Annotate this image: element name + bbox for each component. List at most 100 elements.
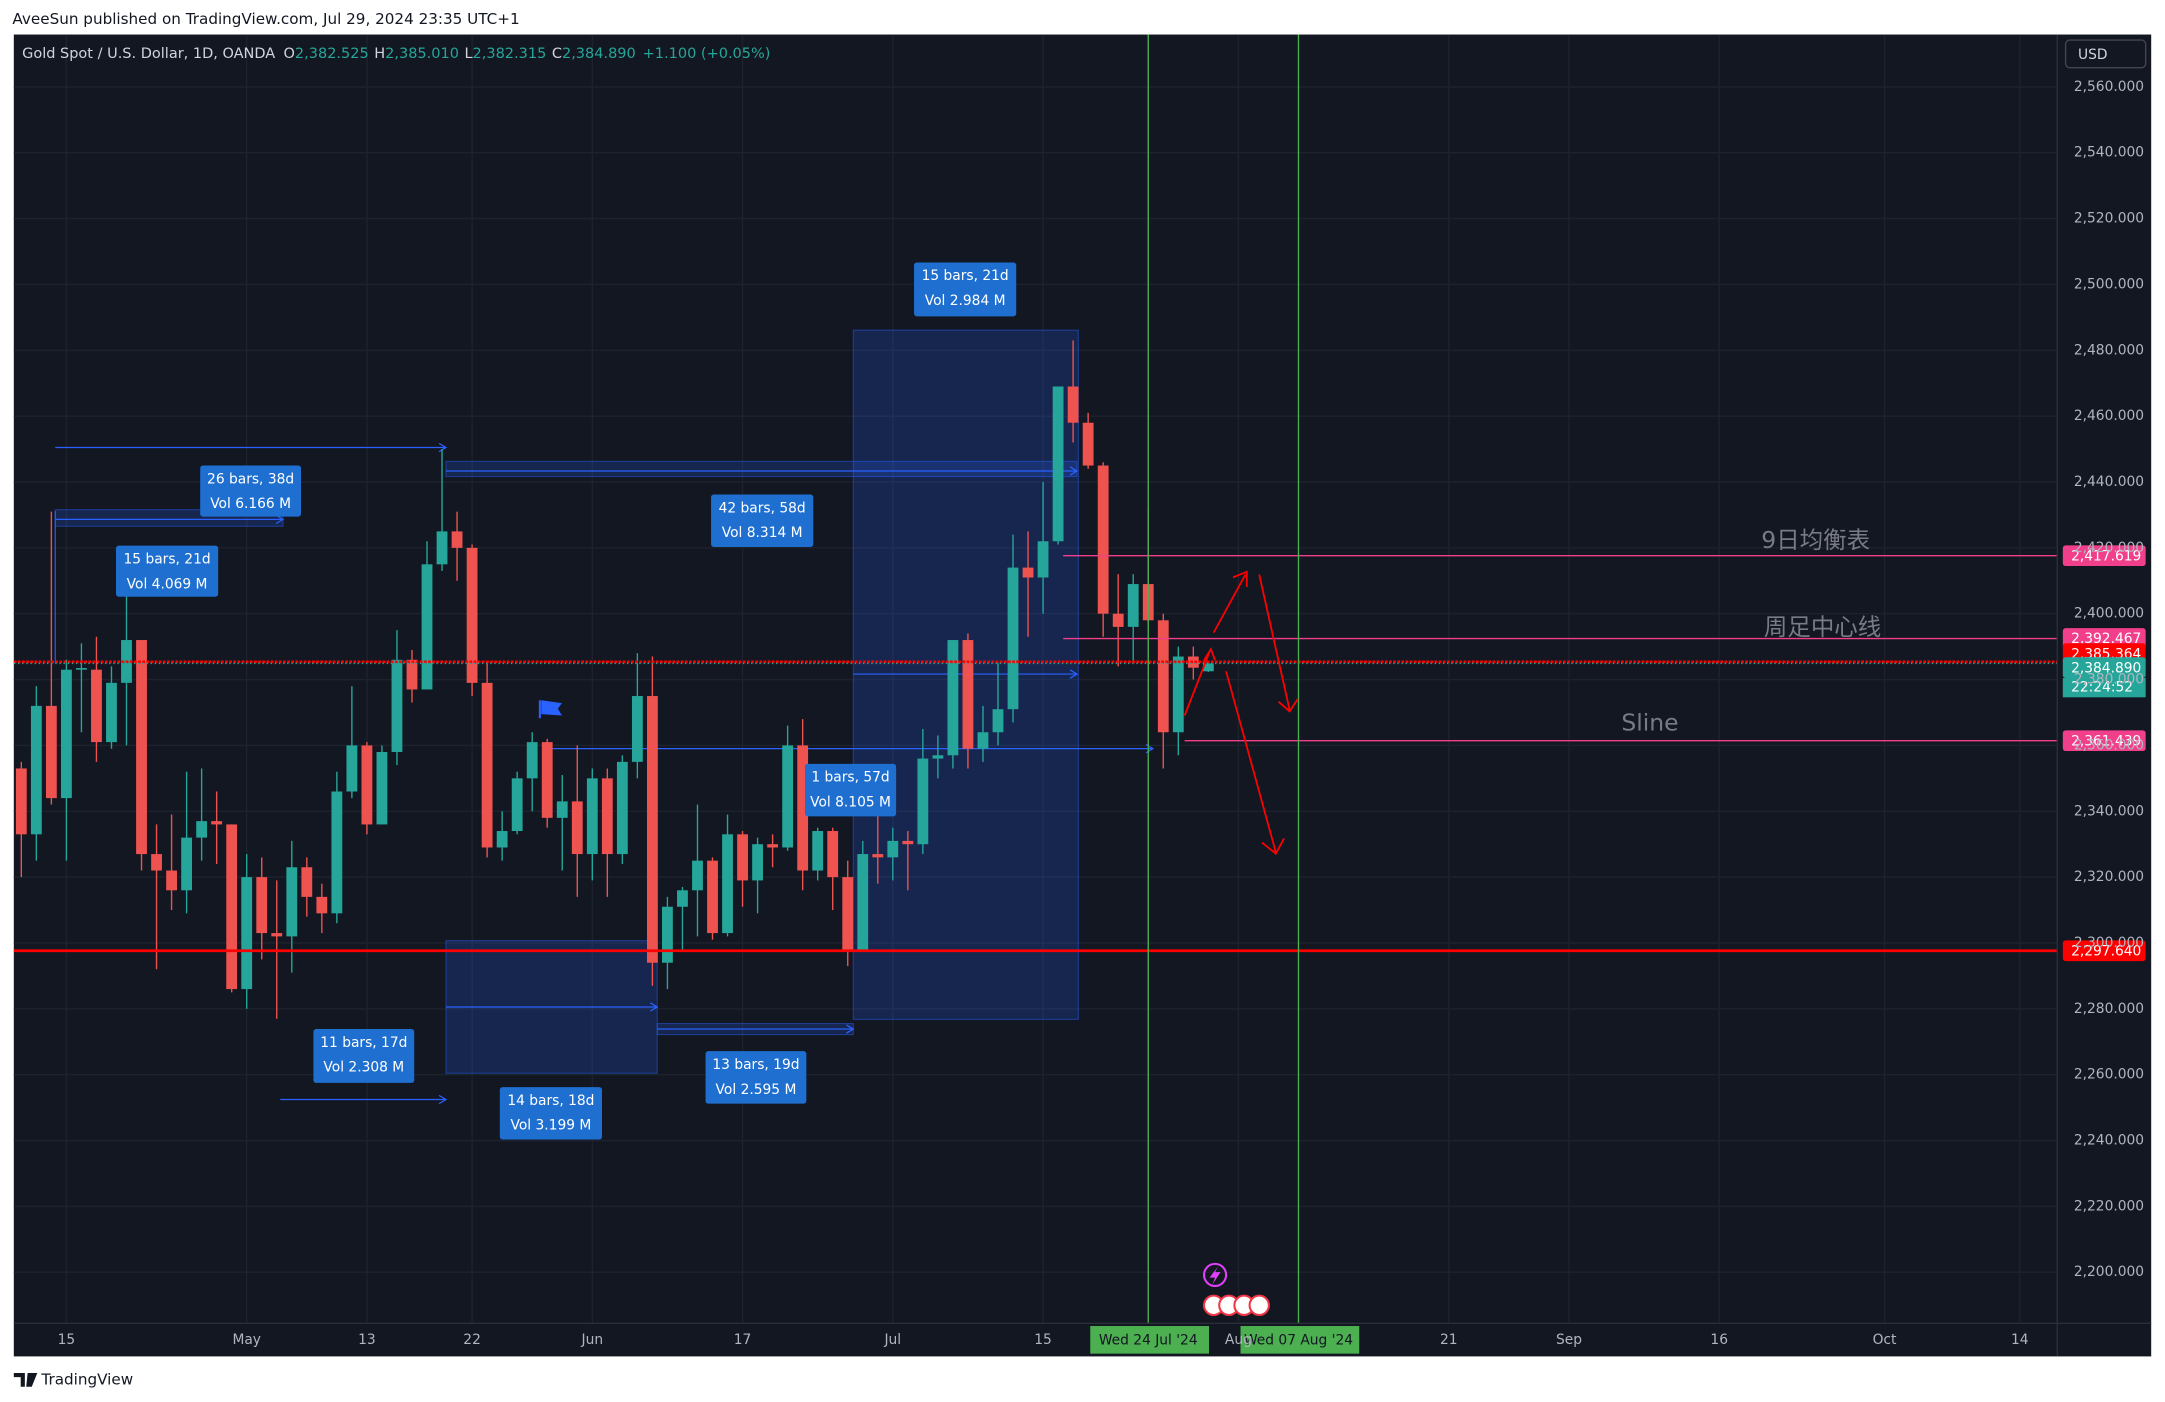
price-tag (2062, 657, 2146, 678)
x-tick-label: 15 (58, 1332, 76, 1348)
y-tick-label: 2,380.000 (2074, 672, 2144, 688)
y-tick-label: 2,240.000 (2074, 1133, 2144, 1149)
range-label: 42 bars, 58d (719, 500, 806, 516)
candle-body (556, 801, 568, 818)
range-label-box (804, 763, 897, 817)
candle-body (1172, 656, 1184, 733)
candle-body (962, 640, 974, 749)
candle-body (872, 854, 884, 858)
x-tick-label: Oct (1873, 1332, 1897, 1348)
range-label-box (115, 545, 219, 597)
price-tag (2062, 940, 2146, 962)
countdown: 22:24:52 (2071, 680, 2133, 696)
candle-body (151, 854, 162, 871)
red-arrows (1183, 570, 1299, 856)
x-tick-label: Sep (1556, 1332, 1582, 1348)
candle-body (376, 751, 388, 825)
candle-body (782, 745, 794, 848)
candle-body (511, 778, 523, 832)
candle-body (211, 821, 223, 825)
y-tick-label: 2,280.000 (2074, 1001, 2144, 1017)
range-arrow (445, 466, 1079, 476)
candle-body (496, 831, 508, 848)
y-tick-label: 2,300.000 (2074, 935, 2144, 951)
brand: TradingView (40, 1370, 133, 1388)
candle-body (1112, 613, 1124, 627)
countdown-tag (2062, 677, 2146, 698)
candle-body (316, 896, 328, 914)
range-label: Vol 8.314 M (722, 525, 803, 541)
x-tick-label: 15 (1034, 1332, 1052, 1348)
ohlc-key: O (284, 46, 295, 62)
y-tick-label: 2,560.000 (2074, 79, 2144, 95)
change: +1.100 (+0.05%) (643, 46, 771, 62)
event-icons (1202, 1262, 1270, 1317)
range-label: Vol 4.069 M (127, 576, 208, 592)
candle-body (541, 742, 553, 818)
x-tick-label: 14 (2011, 1332, 2029, 1348)
candle-body (391, 659, 403, 752)
y-tick-label: 2,260.000 (2074, 1067, 2144, 1083)
price-tag-label: 2,361.439 (2071, 733, 2141, 749)
y-tick-label: 2,340.000 (2074, 803, 2144, 819)
candle-body (586, 778, 598, 855)
candle-body (60, 669, 72, 799)
range-arrow (445, 1002, 659, 1012)
line-label: 9日均衡表 (1761, 526, 1870, 554)
candle-body (301, 867, 313, 897)
candle-body (1067, 386, 1079, 423)
candle-body (1052, 386, 1064, 542)
ohlc-value: 2,382.315 (473, 46, 547, 62)
candle-body (436, 531, 448, 565)
ohlc-value: 2,382.525 (295, 46, 369, 62)
marker-label: Wed 07 Aug '24 (1244, 1333, 1353, 1349)
candle-body (797, 745, 809, 871)
candle-body (1187, 656, 1199, 668)
candle-body (76, 668, 87, 670)
candle-body (1007, 567, 1019, 710)
candle-body (421, 564, 433, 690)
currency-button[interactable] (2064, 39, 2147, 69)
candle-body (902, 840, 914, 845)
range-label: 15 bars, 21d (922, 268, 1009, 284)
y-tick-label: 2,480.000 (2074, 342, 2144, 358)
candle-body (616, 761, 628, 855)
x-tick-label: Jul (883, 1332, 901, 1348)
candle-body (662, 906, 673, 963)
published-line: AveeSun published on TradingView.com, Ju… (12, 10, 519, 28)
x-tick-label: 16 (1710, 1332, 1728, 1348)
candle-body (451, 531, 463, 548)
ohlc: O2,382.525 H2,385.010 L2,382.315 C2,384.890 (284, 46, 636, 62)
range-label-box (705, 1051, 807, 1104)
y-tick-label: 2,360.000 (2074, 737, 2144, 753)
candle-body (752, 844, 763, 881)
candle-body (256, 877, 268, 934)
chart-background (13, 34, 2152, 1357)
range-label: 11 bars, 17d (320, 1035, 407, 1051)
blue-flag (538, 700, 562, 719)
range-band (445, 460, 1078, 478)
currency[interactable]: USD (2078, 47, 2107, 63)
candle-body (466, 547, 478, 683)
candle-body (1022, 567, 1034, 578)
ohlc-value: 2,384.890 (562, 46, 636, 62)
candle-body (181, 837, 193, 891)
x-tick-label: Jun (581, 1332, 604, 1348)
y-tick-label: 2,400.000 (2074, 606, 2144, 622)
range-label: 15 bars, 21d (124, 551, 211, 567)
price-tag-label: 2,297.640 (2071, 943, 2141, 959)
candle-body (1127, 584, 1139, 627)
candle-body (707, 860, 718, 934)
candle-body (1082, 422, 1094, 466)
range-label: Vol 3.199 M (511, 1118, 592, 1134)
line-label: Sline (1621, 708, 1678, 736)
range-label: 14 bars, 18d (507, 1093, 594, 1109)
y-tick-label: 2,500.000 (2074, 276, 2144, 292)
range-label-box (499, 1087, 603, 1140)
x-tick-label: 17 (734, 1332, 752, 1348)
candle-body (1097, 465, 1109, 614)
range-label: Vol 8.105 M (810, 795, 891, 811)
y-tick-label: 2,520.000 (2074, 211, 2144, 227)
